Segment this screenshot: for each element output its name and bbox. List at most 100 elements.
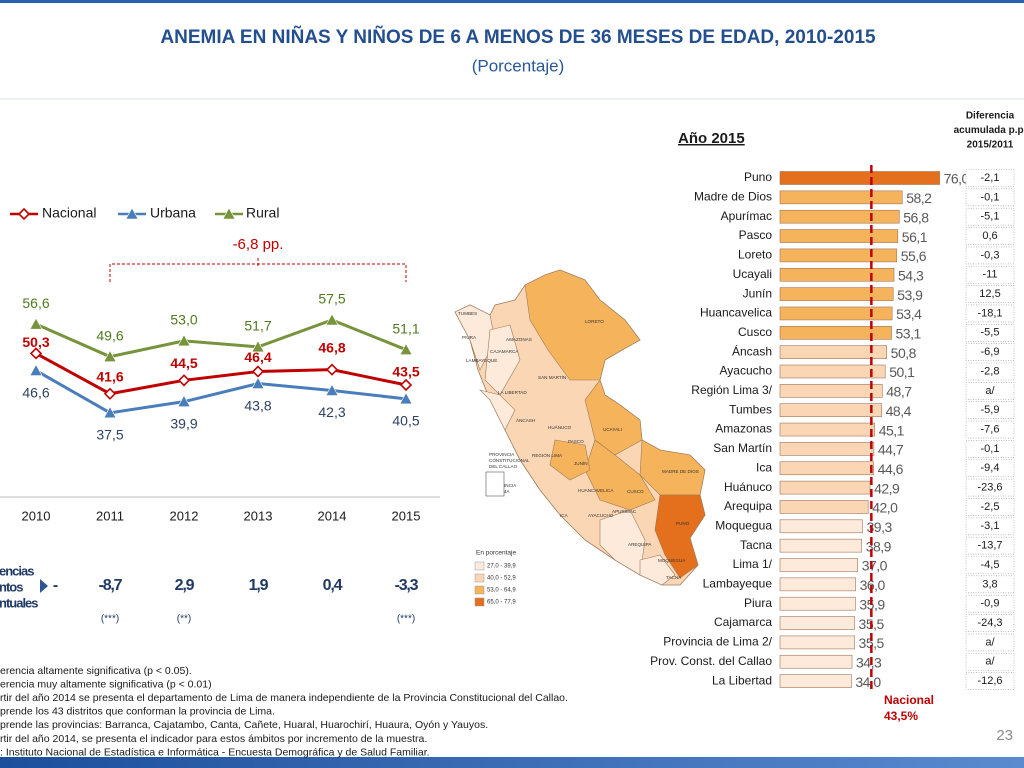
table-cell	[965, 594, 1015, 613]
table-value: -0,3	[981, 249, 1000, 261]
table-value: -5,5	[981, 327, 1000, 339]
bar	[779, 596, 856, 611]
data-label: 49,6	[96, 327, 123, 343]
bar	[779, 287, 894, 301]
map-legend-label: 27,0 - 39,9	[487, 564, 516, 570]
series-line	[35, 352, 407, 396]
legend-marker	[125, 207, 139, 220]
bar	[779, 461, 874, 476]
map-region	[524, 269, 641, 381]
table-value: -18,1	[977, 307, 1002, 319]
data-label: 53,9	[897, 287, 923, 303]
table-value: -7,6	[981, 423, 1000, 435]
map-region	[639, 439, 706, 496]
data-label: 40,5	[392, 413, 419, 429]
data-label: 43,8	[244, 397, 271, 413]
data-label: 43,5	[392, 364, 419, 380]
data-label: 54,3	[898, 267, 924, 283]
map-label: ÁNCASH	[516, 417, 535, 423]
data-label: 41,6	[96, 368, 123, 384]
table-cell	[965, 536, 1015, 555]
map-legend-swatch	[474, 585, 485, 595]
series-line	[35, 318, 407, 359]
data-label: 56,6	[22, 295, 49, 311]
data-label: 51,1	[392, 320, 419, 336]
table-value: 3,8	[982, 578, 997, 590]
variation-value: -8,7	[99, 577, 123, 594]
map-label: MOQUEGUA	[658, 558, 686, 563]
point-marker	[177, 374, 191, 387]
category-label: Madre de Dios	[694, 190, 772, 204]
table-value: -23,6	[977, 482, 1002, 494]
map-label: DEL CALLAO	[489, 464, 518, 469]
table-cell	[965, 420, 1015, 439]
map-label: REGIÓN LIMA	[532, 452, 563, 458]
data-label: 57,5	[318, 291, 345, 307]
table-header: acumulada p.p.	[954, 125, 1024, 136]
variation-value: -	[53, 577, 58, 594]
table-value: a/	[985, 385, 995, 397]
table-cell	[965, 246, 1015, 265]
table-value: -9,4	[981, 462, 1000, 474]
slide-title: ANEMIA EN NIÑAS Y NIÑOS DE 6 A MENOS DE …	[160, 26, 876, 48]
significance: (***)	[397, 614, 415, 625]
row-label: encias	[0, 563, 34, 578]
table-value: -0,1	[981, 191, 1000, 203]
legend-label: Nacional	[42, 205, 96, 221]
footnote: rtir del año 2014, se presenta el indica…	[0, 733, 427, 745]
table-value: 12,5	[979, 288, 1000, 300]
table-value: -12,6	[977, 675, 1002, 687]
category-label: Junín	[743, 286, 772, 300]
bar	[779, 209, 900, 224]
table-cell	[965, 614, 1015, 632]
map-label: AMAZONAS	[506, 337, 532, 342]
data-label: 46,6	[22, 384, 49, 400]
table-value: -11	[982, 269, 997, 281]
category-label: La Libertad	[712, 673, 772, 687]
data-label: 37,5	[96, 427, 123, 443]
point-marker	[29, 347, 43, 360]
table-cell	[965, 188, 1015, 207]
map-label: CUSCO	[627, 489, 644, 494]
bar	[779, 442, 875, 456]
legend-marker	[222, 207, 236, 220]
data-label: 48,7	[886, 384, 912, 400]
category-label: Huánuco	[724, 480, 772, 494]
point-marker	[251, 376, 265, 389]
bar	[779, 422, 876, 437]
variation-value: 1,9	[249, 577, 269, 594]
data-label: 76,0	[944, 171, 970, 187]
table-value: -3,1	[981, 520, 1000, 532]
map-label: CAJAMARCA	[490, 349, 519, 354]
map-label: PUNO	[676, 521, 690, 526]
category-label: Amazonas	[715, 422, 772, 436]
map-label: CONSTITUCIONAL	[489, 458, 530, 463]
bar	[779, 190, 903, 205]
map-legend-swatch	[474, 561, 485, 571]
map-legend-label: 40,0 - 52,9	[487, 576, 516, 582]
category-label: Cajamarca	[714, 615, 772, 629]
table-cell	[965, 478, 1015, 497]
point-marker	[251, 365, 265, 378]
table-cell	[965, 169, 1015, 187]
category-label: San Martín	[713, 441, 772, 455]
table-value: -4,5	[981, 559, 1000, 571]
map-region	[479, 389, 516, 431]
data-label: 44,7	[878, 442, 904, 458]
map-region	[484, 324, 521, 396]
table-value: -2,8	[981, 365, 1000, 377]
data-label: 42,0	[872, 500, 898, 516]
table-cell	[965, 672, 1015, 690]
map-label: MADRE DE DIOS	[662, 469, 699, 474]
point-marker	[103, 387, 117, 400]
table-value: -24,3	[977, 617, 1002, 629]
bar	[779, 306, 893, 321]
category-label: Apurímac	[721, 209, 772, 223]
map-label: SAN MARTÍN	[538, 374, 566, 380]
map-legend-swatch	[474, 597, 485, 607]
bar	[779, 171, 940, 185]
table-cell	[965, 517, 1015, 536]
category-label: Cusco	[738, 325, 772, 339]
data-label: 53,0	[170, 312, 197, 328]
map-label: LORETO	[585, 319, 604, 324]
